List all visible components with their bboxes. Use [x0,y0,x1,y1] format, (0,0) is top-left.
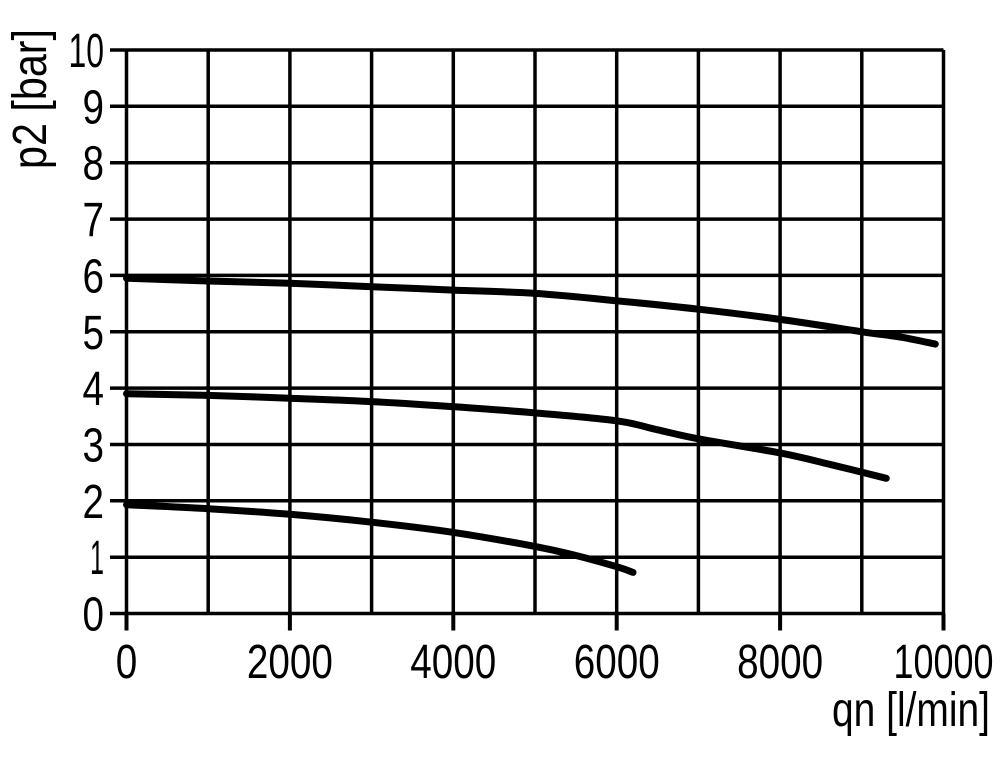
grid-lines [110,48,946,616]
axis-tick-marks [124,613,946,631]
y-tick-label: 4 [83,363,105,416]
x-tick-label: 10000 [894,636,994,689]
y-tick-label: 0 [83,589,105,642]
curve-set-pressure-2-bar [123,501,637,576]
y-tick-label: 1 [90,532,104,585]
curve-set-pressure-4-bar [123,390,890,482]
y-tick-label: 5 [83,307,105,360]
y-tick-label: 2 [83,476,105,529]
x-tick-label: 8000 [737,636,823,689]
x-tick-label: 2000 [247,636,333,689]
x-axis-title: qn [l/min] [832,684,990,737]
flow-curves [123,274,939,576]
y-tick-label: 9 [83,81,105,134]
x-tick-label: 0 [116,636,138,689]
y-tick-label: 3 [83,420,105,473]
x-tick-label: 4000 [410,636,496,689]
y-tick-label: 10 [69,25,105,78]
y-tick-label: 6 [83,250,105,303]
y-tick-label: 7 [83,194,105,247]
y-tick-label: 8 [83,138,105,191]
x-tick-label: 6000 [574,636,660,689]
curve-set-pressure-6-bar [123,274,939,348]
y-axis-title: p2 [bar] [4,29,57,169]
